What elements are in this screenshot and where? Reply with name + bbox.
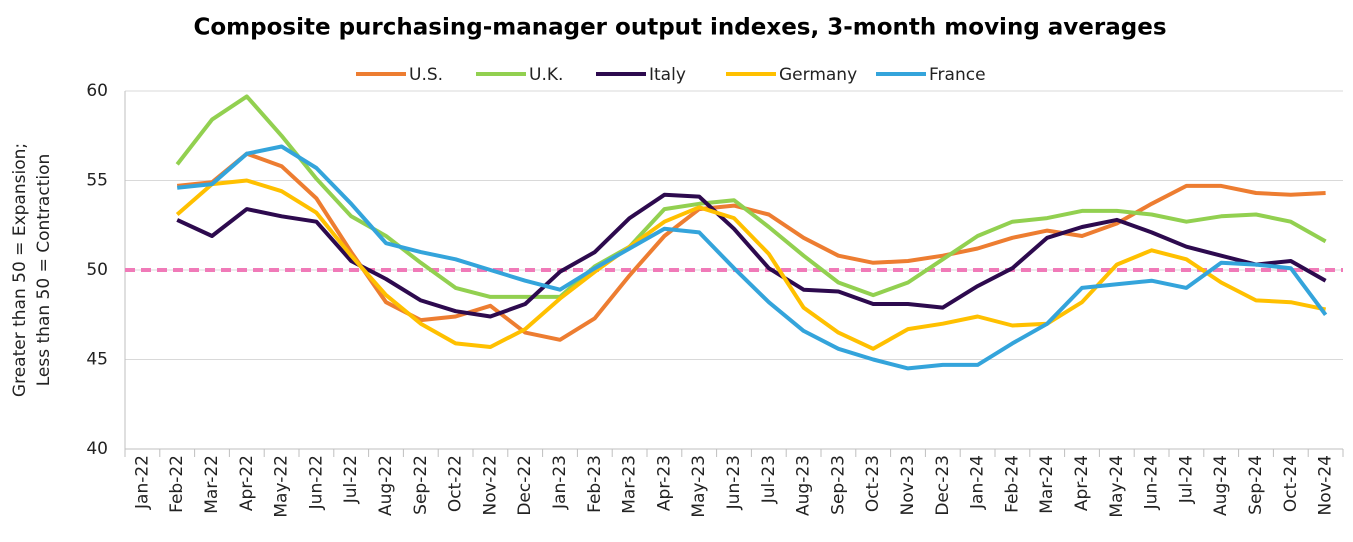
x-tick-label: Mar-24 bbox=[1037, 455, 1057, 514]
y-tick-label: 50 bbox=[86, 260, 108, 280]
x-tick-label: Nov-22 bbox=[480, 455, 500, 516]
x-tick-label: Jul-22 bbox=[341, 455, 361, 504]
x-tick-label: Aug-22 bbox=[376, 455, 396, 516]
x-tick-label: Oct-22 bbox=[446, 455, 466, 512]
x-tick-label: Sep-23 bbox=[828, 455, 848, 515]
x-tick-label: Oct-23 bbox=[863, 455, 883, 512]
x-tick-label: Apr-24 bbox=[1072, 455, 1092, 511]
x-tick-label: Apr-23 bbox=[654, 455, 674, 511]
series-line bbox=[176, 192, 1327, 319]
x-tick-label: May-22 bbox=[272, 455, 292, 518]
y-axis-label: Greater than 50 = Expansion; bbox=[10, 143, 30, 397]
x-tick-label: Sep-22 bbox=[411, 455, 431, 515]
x-tick-label: Jul-24 bbox=[1176, 455, 1196, 504]
y-tick-label: 45 bbox=[86, 350, 108, 370]
x-tick-label: Aug-23 bbox=[794, 455, 814, 516]
x-tick-label: Nov-23 bbox=[898, 455, 918, 516]
x-tick-label: Jan-24 bbox=[968, 455, 988, 510]
x-tick-label: Dec-23 bbox=[933, 455, 953, 516]
y-tick-label: 40 bbox=[86, 439, 108, 459]
x-tick-label: Jun-23 bbox=[724, 455, 744, 510]
series-line bbox=[175, 178, 1327, 351]
series-line bbox=[176, 144, 1328, 371]
x-tick-label: Oct-24 bbox=[1281, 455, 1301, 512]
chart-title: Composite purchasing-manager output inde… bbox=[193, 15, 1166, 41]
y-tick-label: 60 bbox=[86, 81, 108, 101]
x-tick-label: Feb-22 bbox=[167, 455, 187, 513]
x-tick-label: Jun-22 bbox=[306, 455, 326, 510]
x-tick-label: Feb-23 bbox=[585, 455, 605, 513]
x-tick-label: Jan-22 bbox=[132, 455, 152, 510]
x-tick-label: Dec-22 bbox=[515, 455, 535, 516]
legend-label: U.K. bbox=[529, 65, 563, 85]
x-tick-label: Nov-24 bbox=[1316, 455, 1336, 516]
legend-label: U.S. bbox=[409, 65, 443, 85]
x-tick-label: Feb-24 bbox=[1002, 455, 1022, 513]
x-tick-label: Jan-23 bbox=[550, 455, 570, 510]
y-axis-label: Less than 50 = Contraction bbox=[34, 154, 54, 387]
series-line bbox=[175, 94, 1327, 299]
legend-label: France bbox=[929, 65, 986, 85]
legend-label: Germany bbox=[779, 65, 857, 85]
x-tick-label: Mar-22 bbox=[202, 455, 222, 514]
y-tick-label: 55 bbox=[86, 171, 108, 191]
x-tick-label: Mar-23 bbox=[620, 455, 640, 514]
x-tick-label: May-23 bbox=[689, 455, 709, 518]
x-tick-label: Apr-22 bbox=[237, 455, 257, 511]
legend-label: Italy bbox=[649, 65, 686, 85]
x-tick-label: Sep-24 bbox=[1246, 455, 1266, 515]
x-tick-label: Jun-24 bbox=[1142, 455, 1162, 510]
x-tick-label: Jul-23 bbox=[759, 455, 779, 504]
x-tick-label: May-24 bbox=[1107, 455, 1127, 518]
x-tick-label: Aug-24 bbox=[1211, 455, 1231, 516]
